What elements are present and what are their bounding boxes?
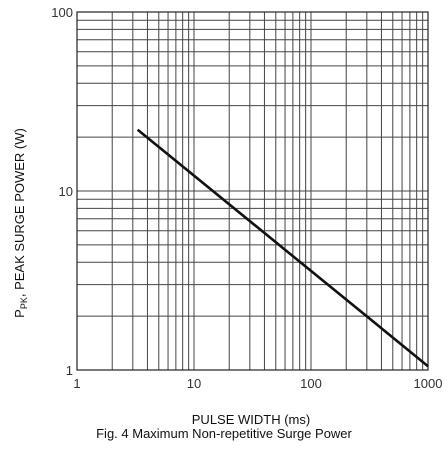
x-tick-labels: 1 10 100 1000 [73, 376, 442, 391]
surge-power-line [136, 128, 429, 368]
x-tick-label: 10 [187, 376, 201, 391]
y-tick-label: 10 [59, 184, 73, 199]
x-tick-label: 1 [73, 376, 80, 391]
x-axis-label: PULSE WIDTH (ms) [191, 412, 311, 427]
chart-title: Fig. 4 Maximum Non-repetitive Surge Powe… [96, 426, 352, 441]
x-tick-label: 100 [300, 376, 322, 391]
y-tick-label: 100 [51, 5, 73, 20]
y-tick-label: 1 [66, 363, 73, 378]
y-axis-label: PPK, PEAK SURGE POWER (W) [12, 128, 29, 318]
y-tick-labels: 1 10 100 [51, 5, 73, 378]
x-tick-label: 1000 [414, 376, 443, 391]
grid-lines [76, 11, 429, 371]
series-group [136, 128, 429, 368]
plot-frame [76, 11, 429, 371]
